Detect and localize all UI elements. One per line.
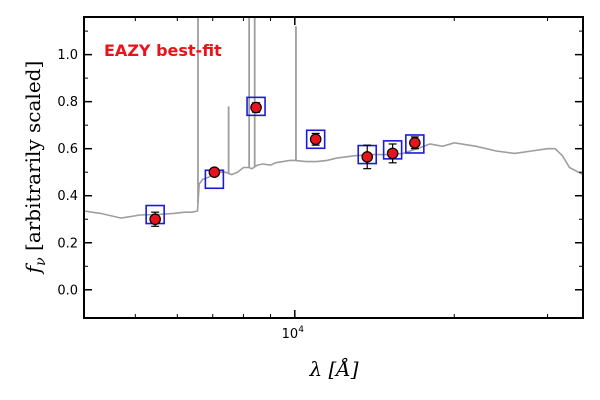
x-tick-label-0: 104 [282,325,305,342]
plot-frame [83,16,584,319]
ticks-layer: 0.0 0.2 0.4 0.6 0.8 1.0 104 [57,17,583,342]
points-layer [145,96,425,227]
observed-flux-point-3 [250,101,262,114]
observed-flux-point-5 [361,151,374,163]
y-tick-label-0: 0.0 [57,283,78,298]
x-axis-label: λ [Å] [308,356,358,381]
model-flux-marker-4 [305,129,326,150]
observed-flux-point-6 [386,147,399,160]
template-spectrum-line [83,141,584,219]
x-tick-label-base: 10 [282,327,299,342]
spectrum-layer [83,17,584,219]
y-tick-label-2: 0.4 [57,189,78,204]
observed-flux-point-4 [309,133,322,146]
y-axis-label: fν [arbitrarily scaled] [21,61,49,276]
x-axis-label-main: λ [ [308,357,336,381]
y-axis-label-text: [arbitrarily scaled] [21,61,45,258]
y-tick-label-3: 0.6 [57,142,78,157]
y-axis-label-subscript: ν [33,257,49,266]
model-flux-marker-7 [405,134,425,154]
observed-flux-point-1 [149,213,161,226]
model-flux-marker-3 [246,96,266,117]
annotation-label: EAZY best-fit [104,41,222,60]
x-axis-label-end: ] [350,357,359,381]
x-tick-label-exponent: 4 [298,325,304,335]
y-tick-label-5: 1.0 [57,48,78,63]
observed-flux-point-7 [409,137,421,149]
observed-flux-point-2 [208,166,221,179]
x-axis-label-unit: Å [334,356,350,381]
y-tick-label-1: 0.2 [57,236,78,251]
y-tick-label-4: 0.8 [57,95,78,110]
